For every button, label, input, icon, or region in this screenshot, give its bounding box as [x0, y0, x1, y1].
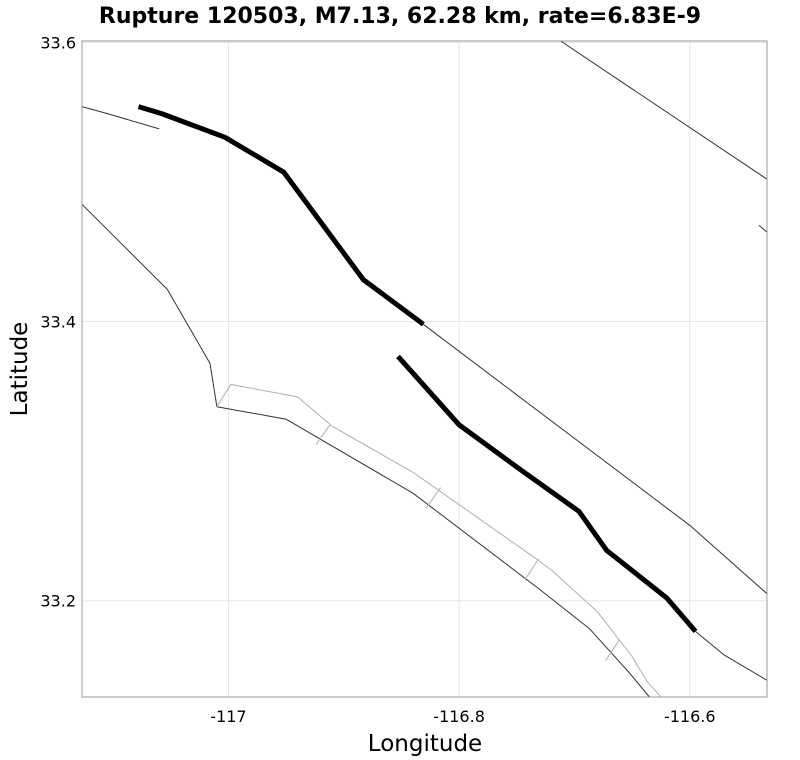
subsection-outline	[216, 383, 662, 697]
fault-trace-central	[422, 323, 767, 595]
rupture-segment-south	[396, 354, 698, 634]
subsection-divider-1	[315, 424, 331, 445]
fault-traces	[82, 41, 767, 697]
y-tick-label: 33.6	[40, 33, 76, 52]
rupture-lines	[137, 104, 698, 634]
plot-frame	[81, 40, 768, 698]
y-tick-label: 33.2	[40, 592, 76, 611]
y-axis-ticks: 33.2 33.4 33.6	[40, 33, 76, 610]
x-axis-label: Longitude	[368, 731, 482, 757]
fault-trace-east-fragment	[758, 224, 767, 233]
rupture-segment-north	[137, 104, 425, 327]
y-tick-label: 33.4	[40, 313, 76, 332]
grid-lines	[82, 41, 767, 697]
subsection-divider-4	[605, 639, 620, 661]
x-tick-label: -116.8	[433, 707, 485, 726]
y-axis-label: Latitude	[7, 322, 33, 417]
fault-trace-southeast-tail	[695, 631, 767, 681]
fault-trace-east	[560, 41, 767, 180]
x-tick-label: -117	[210, 707, 246, 726]
fault-trace-west	[82, 106, 160, 130]
fault-trace-southwest	[82, 203, 650, 697]
x-axis-ticks: -117 -116.8 -116.6	[210, 707, 715, 726]
chart-title: Rupture 120503, M7.13, 62.28 km, rate=6.…	[99, 4, 701, 29]
subsection-divider-3	[524, 558, 540, 581]
subsection-divider-2	[425, 487, 442, 509]
x-tick-label: -116.6	[664, 707, 716, 726]
